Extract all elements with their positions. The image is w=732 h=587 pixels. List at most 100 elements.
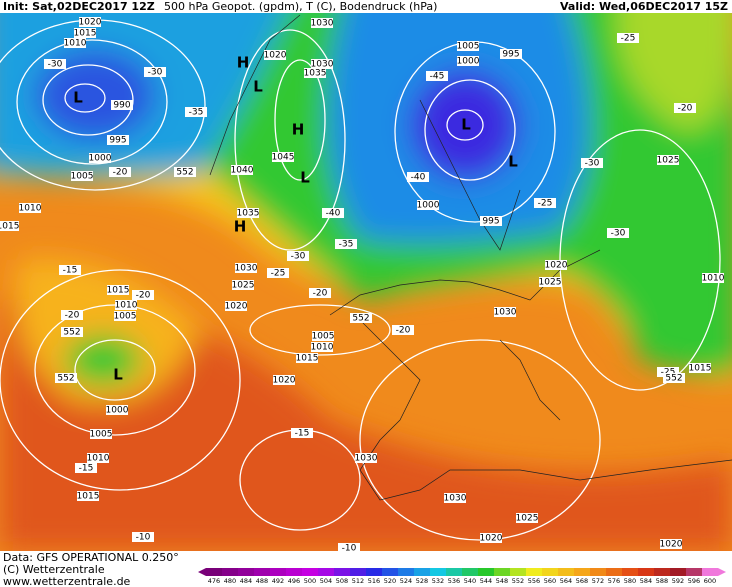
colorbar-label: 500 (304, 577, 316, 585)
colorbar-label: 572 (592, 577, 604, 585)
temperature-label: -20 (313, 289, 328, 299)
pressure-label: 1015 (107, 286, 130, 296)
colorbar-cell (382, 568, 398, 576)
pressure-label: 1010 (702, 274, 725, 284)
pressure-label: 1045 (272, 153, 295, 163)
pressure-label: 1035 (237, 209, 260, 219)
colorbar: 476 480 484 488 492 496 500 504 508 512 516 520 524 5… (198, 568, 726, 585)
temperature-label-box (309, 288, 331, 298)
colorbar-cell (222, 568, 238, 576)
pressure-label-box (89, 153, 111, 163)
temperature-label: -40 (411, 173, 426, 183)
colorbar-cell (286, 568, 302, 576)
temperature-label-box (185, 107, 207, 117)
temperature-label: -45 (430, 72, 445, 82)
pressure-label-box (273, 375, 295, 385)
pressure-label: 1035 (304, 69, 327, 79)
temperature-label-box (132, 532, 154, 542)
pressure-label-box (71, 171, 93, 181)
pressure-label: 1000 (106, 406, 129, 416)
pressure-label-box (225, 301, 247, 311)
colorbar-cell (414, 568, 430, 576)
pressure-label-box (457, 41, 479, 51)
colorbar-cell (446, 568, 462, 576)
temperature-label-box (657, 367, 679, 377)
temperature-label: -25 (271, 269, 286, 279)
pressure-label: 1020 (545, 261, 568, 271)
colorbar-arrow (198, 568, 206, 576)
temperature-label: -30 (48, 60, 63, 70)
colorbar-label: 532 (432, 577, 444, 585)
geopotential-label-box (61, 327, 83, 337)
pressure-label-box (77, 491, 99, 501)
pressure-label: 1005 (457, 42, 480, 52)
pressure-label: 1040 (231, 166, 254, 176)
pressure-label-box (272, 152, 294, 162)
pressure-label: 1020 (273, 376, 296, 386)
pressure-label-box (107, 285, 129, 295)
temperature-label-box (534, 198, 556, 208)
colorbar-cell (606, 568, 622, 576)
pressure-label: 1010 (19, 204, 42, 214)
colorbar-label: 596 (688, 577, 700, 585)
colorbar-cell (702, 568, 718, 576)
copyright: (C) Wetterzentrale (3, 563, 105, 576)
pressure-label-box (264, 50, 286, 60)
pressure-label: 1005 (114, 312, 137, 322)
colorbar-label: 580 (624, 577, 636, 585)
pressure-label: 1015 (689, 364, 712, 374)
pressure-label-box (304, 68, 326, 78)
colorbar-label: 552 (512, 577, 524, 585)
colorbar-label: 524 (400, 577, 412, 585)
colorbar-cell (334, 568, 350, 576)
temperature-label: -20 (113, 168, 128, 178)
pressure-label: 1020 (660, 540, 683, 550)
colorbar-cell (366, 568, 382, 576)
pressure-label-box (457, 56, 479, 66)
map: 1020101510109909951000100510101015103010… (0, 13, 732, 551)
pressure-label: 1030 (444, 494, 467, 504)
temperature-label-box (144, 67, 166, 77)
colorbar-cell (462, 568, 478, 576)
colorbar-arrow (718, 568, 726, 576)
colorbar-cell (670, 568, 686, 576)
pressure-label-box (235, 263, 257, 273)
pressure-label: 1025 (232, 281, 255, 291)
colorbar-label: 564 (560, 577, 572, 585)
colorbar-cell (270, 568, 286, 576)
temperature-label-box (407, 172, 429, 182)
temperature-label-box (61, 310, 83, 320)
pressure-label: 1005 (71, 172, 94, 182)
pressure-label-box (702, 273, 724, 283)
pressure-label-box (64, 38, 86, 48)
colorbar-cell (350, 568, 366, 576)
pressure-label-box (74, 28, 96, 38)
temperature-label: -25 (621, 34, 636, 44)
pressure-label-box (311, 18, 333, 28)
colorbar-label: 576 (608, 577, 620, 585)
pressure-label-box (312, 331, 334, 341)
colorbar-label: 560 (544, 577, 556, 585)
geopotential-label-box (55, 373, 77, 383)
pressure-label: 1000 (457, 57, 480, 67)
pressure-label-box (87, 453, 109, 463)
pressure-label: 1010 (115, 301, 138, 311)
temperature-label: -10 (136, 533, 151, 543)
temperature-label: -30 (611, 229, 626, 239)
temperature-label-box (674, 103, 696, 113)
pressure-label-box (0, 221, 19, 231)
temperature-label-box (59, 265, 81, 275)
pressure-center: L (73, 89, 83, 107)
pressure-label-box (311, 342, 333, 352)
pressure-label-box (494, 307, 516, 317)
pressure-center: H (237, 54, 250, 72)
temperature-label: -30 (148, 68, 163, 78)
pressure-label-box (444, 493, 466, 503)
temperature-label-box (132, 290, 154, 300)
pressure-label: 1020 (264, 51, 287, 61)
pressure-label: 1015 (0, 222, 19, 232)
colorbar-cell (478, 568, 494, 576)
geopotential-label: 552 (63, 328, 80, 338)
colorbar-cell (318, 568, 334, 576)
